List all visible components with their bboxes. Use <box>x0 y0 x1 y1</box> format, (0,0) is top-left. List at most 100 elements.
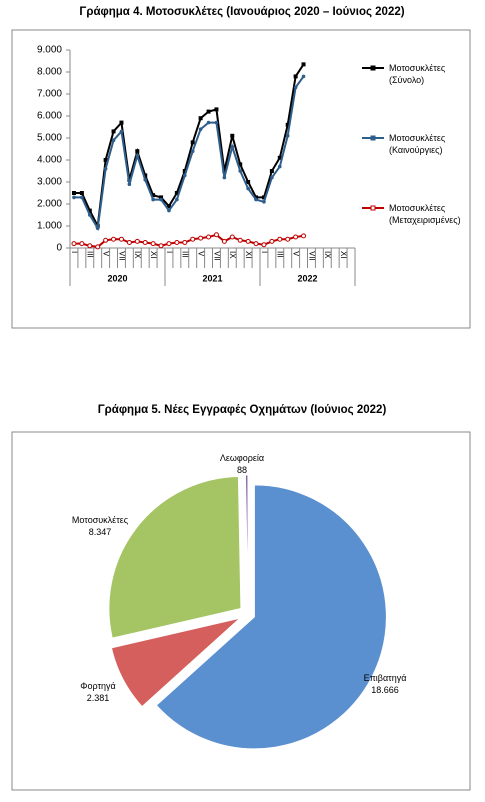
marker <box>285 134 290 138</box>
marker <box>135 149 140 154</box>
marker <box>230 133 235 138</box>
year-label: 2021 <box>202 273 222 283</box>
marker <box>270 175 274 180</box>
marker <box>269 238 275 244</box>
marker <box>167 208 171 213</box>
x-tick-label: XI <box>244 251 253 259</box>
marker <box>230 145 235 149</box>
marker <box>198 235 204 241</box>
y-tick-label: 4.000 <box>37 155 62 166</box>
marker <box>71 241 77 247</box>
y-tick-label: 8.000 <box>37 67 62 78</box>
x-tick-label: V <box>197 251 206 257</box>
marker <box>214 107 219 112</box>
marker <box>142 240 148 245</box>
y-tick-label: 5.000 <box>37 133 62 144</box>
legend-marker <box>370 65 376 71</box>
marker <box>261 195 266 200</box>
marker <box>277 155 282 160</box>
marker <box>246 186 250 191</box>
marker <box>206 109 211 114</box>
marker <box>190 236 196 242</box>
marker <box>229 234 235 240</box>
marker <box>72 195 76 200</box>
y-tick-label: 1.000 <box>37 221 62 232</box>
marker <box>71 191 76 195</box>
y-tick-label: 0 <box>56 243 62 254</box>
chart-frame <box>11 29 471 329</box>
marker <box>277 164 282 169</box>
slice-label: Μοτοσυκλέτες <box>71 515 129 525</box>
marker <box>150 241 156 247</box>
marker <box>221 238 227 244</box>
marker <box>253 241 259 247</box>
marker <box>126 240 132 245</box>
x-tick-label: I <box>165 251 174 253</box>
marker <box>182 169 187 173</box>
chart-title: Γράφημα 5. Νέες Εγγραφές Οχημάτων (Ιούνι… <box>98 404 387 416</box>
marker <box>277 236 283 242</box>
legend-entry: Μοτοσυκλέτες (Καινούργιες) <box>389 133 446 155</box>
slice-label: Λεωφορεία <box>219 453 265 463</box>
x-tick-label: III <box>276 251 285 258</box>
marker <box>135 153 140 158</box>
marker <box>182 240 188 245</box>
marker <box>143 173 148 178</box>
series-line <box>73 75 305 232</box>
marker <box>158 243 164 249</box>
x-tick-label: XI <box>339 251 348 259</box>
marker <box>79 241 85 247</box>
marker <box>190 149 195 153</box>
pie-slice <box>244 474 249 608</box>
marker <box>87 243 93 249</box>
marker <box>213 232 219 238</box>
marker <box>111 236 117 242</box>
slice-value: 88 <box>236 465 247 475</box>
x-tick-label: V <box>292 251 301 257</box>
x-tick-label: VII <box>117 251 126 261</box>
chart-frame <box>11 431 471 791</box>
legend-marker <box>370 205 376 211</box>
series-line <box>73 63 305 230</box>
chart-title: Γράφημα 4. Μοτοσυκλέτες (Ιανουάριος 2020… <box>79 6 404 18</box>
marker <box>198 116 203 121</box>
x-tick-label: V <box>102 251 111 257</box>
slice-label: Επιβατηγά <box>363 673 407 683</box>
marker <box>238 169 243 173</box>
slice-value: 18.666 <box>371 685 399 695</box>
slice-label: Φορτηγά <box>80 681 116 691</box>
marker <box>262 200 266 204</box>
marker <box>174 191 179 195</box>
x-tick-label: VII <box>212 251 221 261</box>
marker <box>118 236 124 242</box>
marker <box>80 195 84 200</box>
marker <box>127 182 132 186</box>
marker <box>182 173 187 178</box>
marker <box>245 238 251 244</box>
x-tick-label: I <box>70 251 79 253</box>
marker <box>103 237 109 243</box>
x-tick-label: III <box>86 251 95 258</box>
marker <box>238 162 243 167</box>
marker <box>166 241 172 247</box>
slice-value: 2.381 <box>86 693 110 703</box>
marker <box>301 74 306 79</box>
marker <box>254 197 258 202</box>
legend-entry: Μοτοσυκλέτες (Μεταχειρισμένες) <box>389 203 461 225</box>
marker <box>293 234 299 240</box>
marker <box>134 238 140 244</box>
x-tick-label: I <box>260 251 269 253</box>
marker <box>103 158 108 162</box>
marker <box>206 234 212 240</box>
marker <box>237 237 243 243</box>
marker <box>261 242 267 248</box>
pie-slice <box>155 484 387 750</box>
marker <box>119 129 124 134</box>
marker <box>190 140 195 145</box>
marker <box>103 167 108 171</box>
marker <box>143 178 148 182</box>
marker <box>269 169 274 173</box>
marker <box>159 197 163 202</box>
marker <box>95 226 100 230</box>
